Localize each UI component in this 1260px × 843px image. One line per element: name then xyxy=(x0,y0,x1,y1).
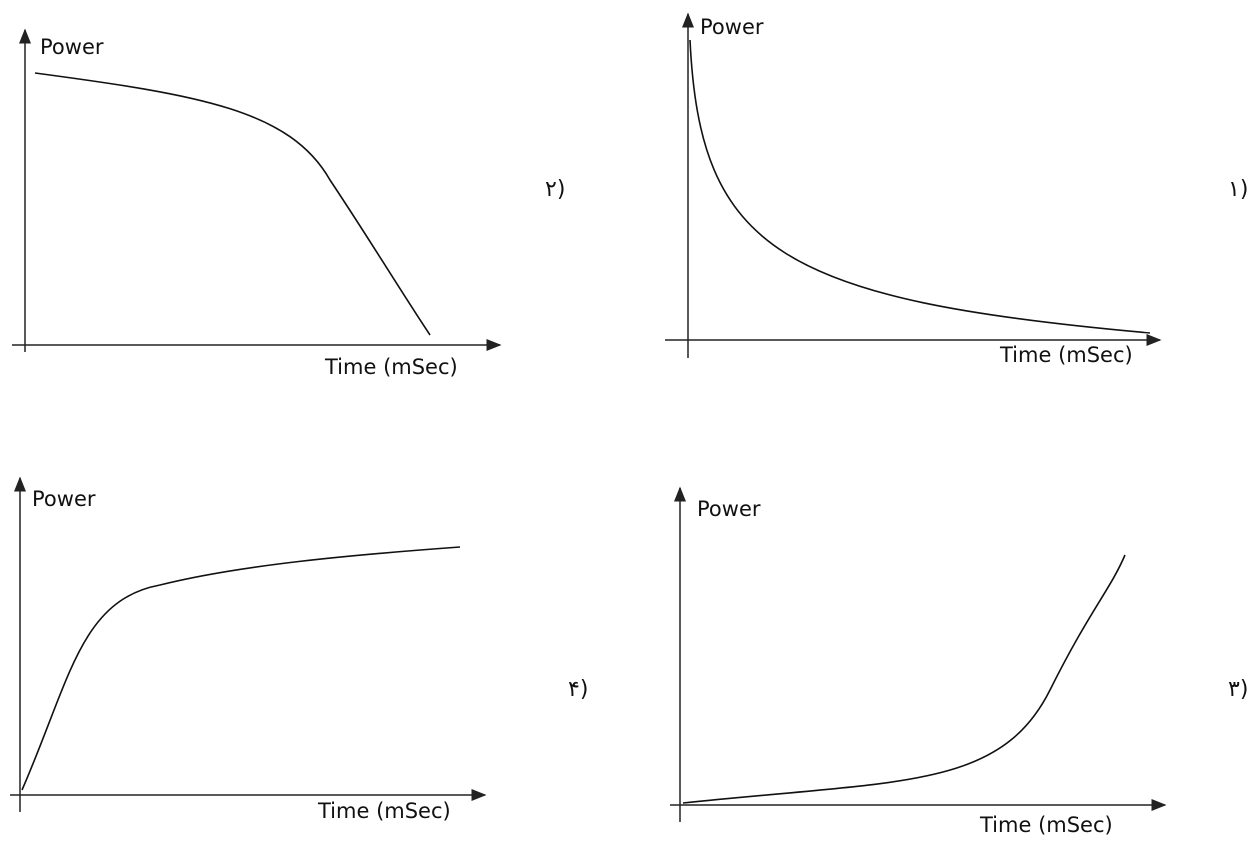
x-label: Time (mSec) xyxy=(979,813,1113,837)
option-label: ۲) xyxy=(545,177,565,202)
x-label: Time (mSec) xyxy=(999,343,1133,367)
option-label: ۴) xyxy=(568,677,588,702)
y-label: Power xyxy=(700,15,764,39)
y-label: Power xyxy=(697,497,761,521)
option-label: ۳) xyxy=(1228,677,1248,702)
x-label: Time (mSec) xyxy=(324,355,458,379)
background xyxy=(0,0,1260,843)
y-label: Power xyxy=(40,35,104,59)
y-label: Power xyxy=(32,487,96,511)
x-label: Time (mSec) xyxy=(317,799,451,823)
diagram: Power Time (mSec) ۲) Power Time (mSec) ۱… xyxy=(0,0,1260,843)
option-label: ۱) xyxy=(1228,177,1248,202)
